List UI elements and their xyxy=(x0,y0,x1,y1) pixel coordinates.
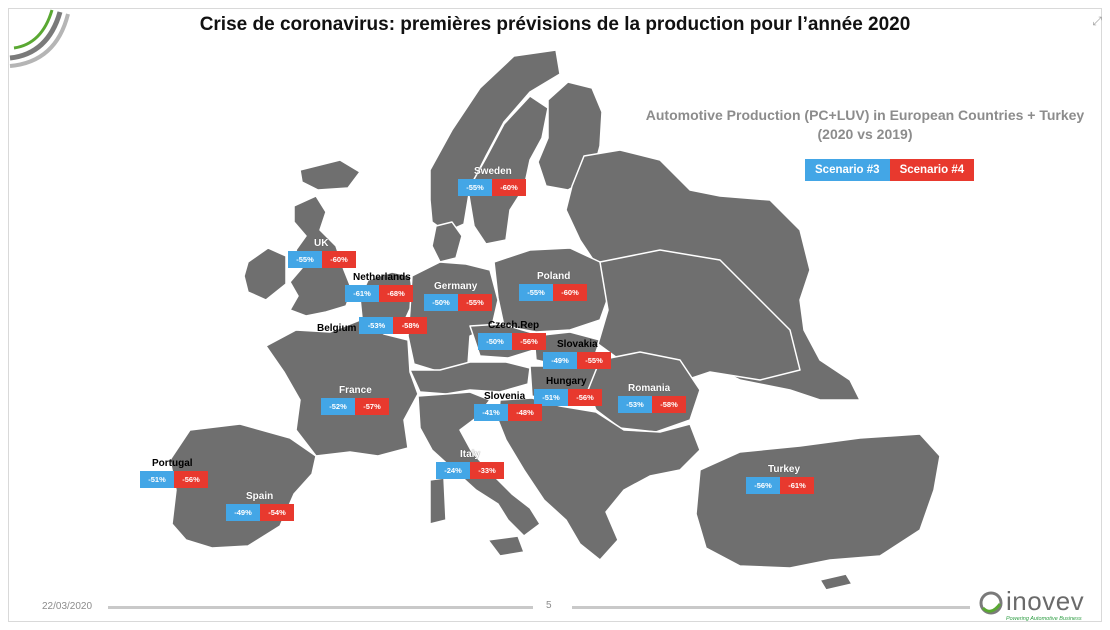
country-name: Poland xyxy=(537,271,571,282)
value-s4: -58% xyxy=(652,396,686,413)
denmark-shape xyxy=(431,221,463,263)
value-s4: -60% xyxy=(322,251,356,268)
value-s4: -61% xyxy=(780,477,814,494)
value-s3: -50% xyxy=(478,333,512,350)
value-s4: -54% xyxy=(260,504,294,521)
sardinia-shape xyxy=(429,477,447,525)
value-s3: -56% xyxy=(746,477,780,494)
country-germany: Germany -50% -55% xyxy=(424,281,492,311)
legend-scenario4: Scenario #4 xyxy=(889,159,975,181)
corner-logo-icon xyxy=(9,9,70,68)
country-name: Turkey xyxy=(768,464,801,475)
country-netherlands: Netherlands -61% -68% xyxy=(345,272,413,302)
country-name: France xyxy=(339,385,372,396)
country-name: Slovenia xyxy=(484,391,526,402)
value-s3: -49% xyxy=(543,352,577,369)
legend: Scenario #3 Scenario #4 xyxy=(805,159,975,181)
country-italy: Italy -24% -33% xyxy=(436,449,504,479)
country-uk: UK -55% -60% xyxy=(288,238,356,268)
country-name: Spain xyxy=(246,491,274,502)
country-name: Czech.Rep xyxy=(488,320,540,331)
value-s4: -56% xyxy=(174,471,208,488)
country-spain: Spain -49% -54% xyxy=(226,491,294,521)
logo-icon xyxy=(979,591,1003,615)
country-turkey: Turkey -56% -61% xyxy=(746,464,814,494)
value-s3: -51% xyxy=(140,471,174,488)
country-name: Netherlands xyxy=(353,272,411,283)
value-s3: -24% xyxy=(436,462,470,479)
value-s3: -61% xyxy=(345,285,379,302)
value-s3: -53% xyxy=(618,396,652,413)
value-s4: -56% xyxy=(568,389,602,406)
value-s4: -56% xyxy=(512,333,546,350)
footer-date: 22/03/2020 xyxy=(42,601,93,612)
value-s3: -49% xyxy=(226,504,260,521)
corner-icon: ⤢ xyxy=(1092,14,1102,28)
value-s4: -57% xyxy=(355,398,389,415)
country-czech: Czech.Rep -50% -56% xyxy=(478,320,546,350)
logo-text: inovev xyxy=(1006,586,1085,616)
country-name: Portugal xyxy=(152,458,193,469)
legend-scenario3: Scenario #3 xyxy=(805,159,890,181)
value-s4: -55% xyxy=(458,294,492,311)
value-s4: -48% xyxy=(508,404,542,421)
value-s3: -50% xyxy=(424,294,458,311)
country-name: Germany xyxy=(434,281,478,292)
iceland-shape xyxy=(299,159,361,191)
chart-subtitle: Automotive Production (PC+LUV) in Europe… xyxy=(640,106,1090,144)
country-name: Sweden xyxy=(474,166,512,177)
country-name: Italy xyxy=(460,449,481,460)
country-name: Slovakia xyxy=(557,339,598,350)
cyprus-shape xyxy=(819,573,853,591)
turkey-shape xyxy=(695,433,941,569)
sicily-shape xyxy=(487,535,525,557)
value-s4: -58% xyxy=(393,317,428,334)
germany-shape xyxy=(407,261,499,373)
value-s3: -41% xyxy=(474,404,508,421)
value-s3: -52% xyxy=(321,398,355,415)
value-s4: -55% xyxy=(577,352,611,369)
country-belgium: Belgium -53% -58% xyxy=(317,317,428,334)
sweden-shape xyxy=(467,95,549,245)
value-s4: -33% xyxy=(470,462,504,479)
balkans-shape xyxy=(497,397,701,561)
country-france: France -52% -57% xyxy=(321,385,389,415)
value-s3: -51% xyxy=(534,389,568,406)
ireland-shape xyxy=(243,247,287,301)
country-name: UK xyxy=(314,238,329,249)
country-portugal: Portugal -51% -56% xyxy=(140,458,208,488)
country-name: Hungary xyxy=(546,376,587,387)
country-poland: Poland -55% -60% xyxy=(519,271,587,301)
country-romania: Romania -53% -58% xyxy=(618,383,686,413)
logo-tagline: Powering Automotive Business xyxy=(1006,616,1082,622)
footer-divider-right xyxy=(572,606,970,609)
country-sweden: Sweden -55% -60% xyxy=(458,166,526,196)
country-slovenia: Slovenia -41% -48% xyxy=(474,391,542,421)
value-s3: -55% xyxy=(458,179,492,196)
subtitle-line2: (2020 vs 2019) xyxy=(817,126,913,142)
country-name: Romania xyxy=(628,383,671,394)
value-s4: -68% xyxy=(379,285,413,302)
value-s3: -55% xyxy=(288,251,322,268)
slide-title: Crise de coronavirus: premières prévisio… xyxy=(199,14,911,35)
page-number: 5 xyxy=(546,600,552,611)
ukraine-shape xyxy=(597,249,801,383)
country-hungary: Hungary -51% -56% xyxy=(534,376,602,406)
country-slovakia: Slovakia -49% -55% xyxy=(543,339,611,369)
value-s3: -53% xyxy=(359,317,394,334)
subtitle-line1: Automotive Production (PC+LUV) in Europe… xyxy=(645,107,1085,123)
alps-shape xyxy=(409,361,531,395)
value-s3: -55% xyxy=(519,284,553,301)
value-s4: -60% xyxy=(492,179,526,196)
footer-divider-left xyxy=(108,606,533,609)
value-s4: -60% xyxy=(553,284,587,301)
country-name: Belgium xyxy=(317,322,357,334)
